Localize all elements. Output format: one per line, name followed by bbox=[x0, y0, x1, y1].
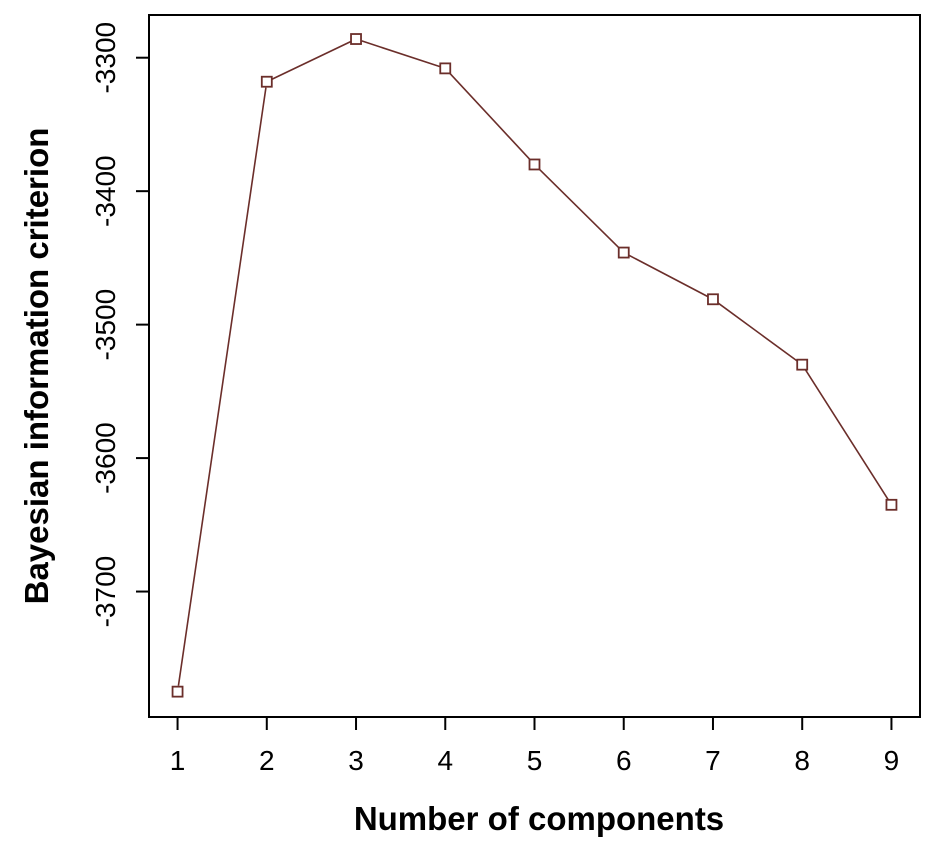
series-line-segment bbox=[271, 40, 351, 80]
data-point-marker bbox=[707, 293, 719, 306]
plot-area: 1 2 3 4 5 6 7 8 9 -3700 -3600 -3500 -3400 -3300 bbox=[90, 14, 921, 776]
x-axis: 1 2 3 4 5 6 7 8 9 bbox=[170, 717, 899, 776]
series-line-segment bbox=[628, 254, 709, 298]
series-line-segment bbox=[804, 369, 889, 501]
y-axis: -3700 -3600 -3500 -3400 -3300 bbox=[90, 22, 149, 627]
series-line-segment bbox=[717, 302, 798, 362]
x-tick-label: 1 bbox=[170, 745, 186, 776]
data-point-marker bbox=[439, 62, 452, 75]
data-point-marker bbox=[885, 498, 898, 511]
data-point-marker bbox=[796, 358, 809, 371]
series-line-segment bbox=[448, 72, 532, 161]
series-line-segment bbox=[361, 40, 440, 68]
data-point-marker bbox=[350, 33, 362, 45]
x-tick-label: 2 bbox=[259, 745, 275, 776]
x-axis-title: Number of components bbox=[354, 800, 724, 837]
y-tick-label: -3500 bbox=[90, 289, 121, 361]
y-tick-label: -3300 bbox=[90, 22, 121, 94]
x-tick-label: 9 bbox=[884, 745, 900, 776]
data-point-marker bbox=[617, 246, 630, 259]
series-line-segment bbox=[177, 87, 267, 686]
x-tick-label: 6 bbox=[616, 745, 632, 776]
series-line-segment bbox=[538, 168, 621, 249]
x-tick-label: 4 bbox=[437, 745, 453, 776]
series-layer bbox=[171, 33, 898, 698]
y-axis-title: Bayesian information criterion bbox=[18, 128, 55, 605]
data-point-marker bbox=[260, 75, 273, 88]
x-tick-label: 8 bbox=[794, 745, 810, 776]
y-tick-label: -3400 bbox=[90, 155, 121, 227]
x-tick-label: 7 bbox=[705, 745, 721, 776]
y-tick-label: -3700 bbox=[90, 556, 121, 628]
y-tick-label: -3600 bbox=[90, 422, 121, 494]
x-tick-label: 5 bbox=[527, 745, 543, 776]
data-point-marker bbox=[528, 158, 541, 171]
x-tick-label: 3 bbox=[348, 745, 364, 776]
data-point-marker bbox=[171, 685, 184, 698]
